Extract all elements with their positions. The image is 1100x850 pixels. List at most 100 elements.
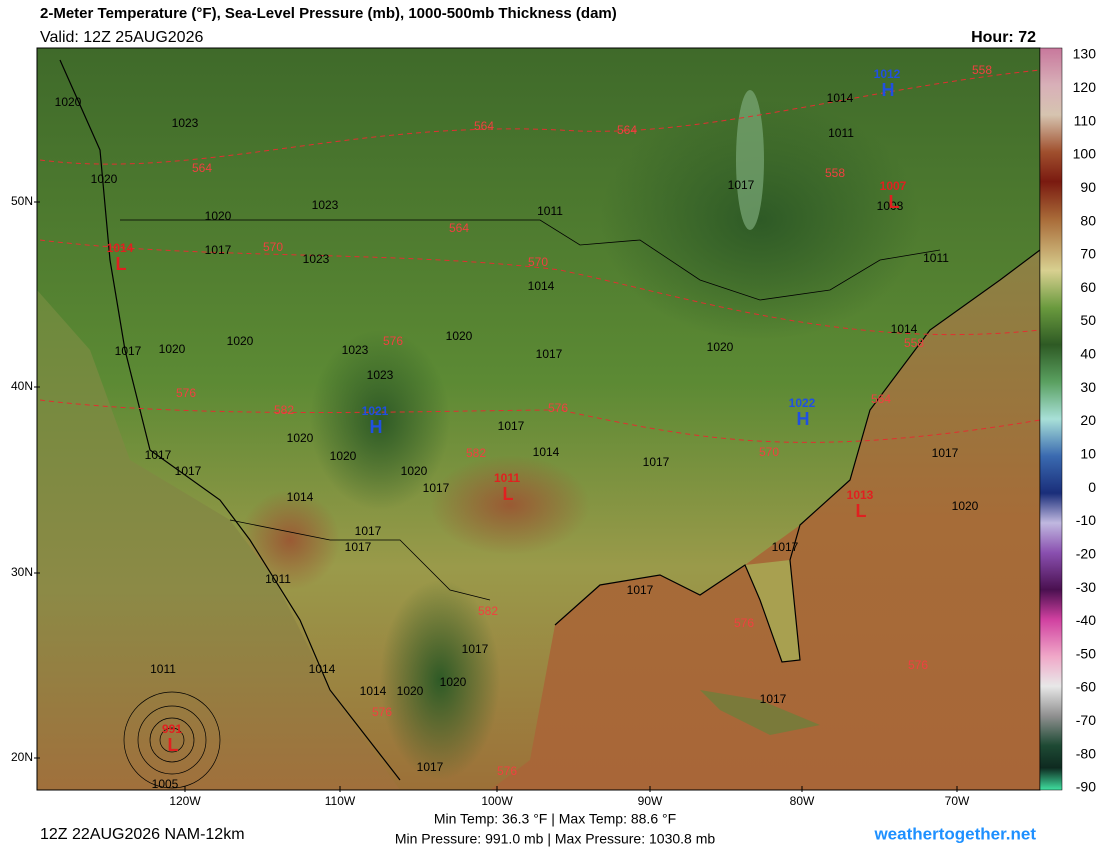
isobar-label: 1011 bbox=[150, 662, 176, 676]
colorbar-tick-label: 0 bbox=[1088, 479, 1096, 495]
florida bbox=[745, 560, 800, 662]
isobar-label: 1020 bbox=[91, 172, 118, 186]
colorbar-tick-label: 80 bbox=[1080, 212, 1096, 228]
model-run: 12Z 22AUG2026 NAM-12km bbox=[40, 826, 245, 843]
border bbox=[120, 219, 941, 301]
isobar-label: 1017 bbox=[462, 642, 489, 656]
thickness-label: 570 bbox=[263, 240, 283, 254]
isobar-label: 1020 bbox=[55, 95, 82, 109]
isobar-label: 1020 bbox=[397, 684, 424, 698]
site: weathertogether.net bbox=[873, 824, 1036, 843]
center-letter: H bbox=[882, 80, 895, 100]
isobar-label: 1020 bbox=[440, 675, 467, 689]
isobar-label: 1011 bbox=[828, 126, 854, 140]
isobar-label: 1017 bbox=[355, 524, 382, 538]
isobar bbox=[159, 727, 185, 753]
isobar-label: 1017 bbox=[932, 446, 959, 460]
isobar-label: 1020 bbox=[446, 329, 473, 343]
thickness-label: 582 bbox=[478, 604, 498, 618]
isobar-label: 1023 bbox=[367, 368, 394, 382]
colorbar-tick-label: -50 bbox=[1076, 645, 1096, 661]
terrain-shade bbox=[380, 580, 500, 780]
isobar-label: 1017 bbox=[417, 760, 444, 774]
isobar bbox=[149, 717, 195, 763]
terrain-shade bbox=[310, 330, 450, 510]
longitude-label: 80W bbox=[790, 794, 815, 808]
colorbar-tick-label: 100 bbox=[1073, 146, 1097, 162]
colorbar-tick-label: -70 bbox=[1076, 712, 1096, 728]
colorbar-tick-label: 70 bbox=[1080, 246, 1096, 262]
isobar-label: 1020 bbox=[287, 431, 314, 445]
thickness-label: 576 bbox=[383, 334, 403, 348]
isobar-label: 1014 bbox=[533, 445, 560, 459]
thickness-label: 582 bbox=[466, 446, 486, 460]
colorbar-tick-label: -30 bbox=[1076, 579, 1096, 595]
isobar-label: 1014 bbox=[891, 322, 918, 336]
isobar-label: 1023 bbox=[303, 252, 330, 266]
map: 1020 1023 1020 1020 1017 1023 1011 1023 1014 1020… bbox=[37, 48, 1040, 790]
isobar-label: 1011 bbox=[265, 572, 291, 586]
isobar-label: 1017 bbox=[423, 481, 450, 495]
isobar-label: 1014 bbox=[360, 684, 387, 698]
isobar-label: 1023 bbox=[312, 198, 339, 212]
colorbar-tick-label: -90 bbox=[1076, 779, 1096, 795]
latitude-label: 30N bbox=[11, 565, 33, 579]
valid-time: Valid: 12Z 25AUG2026 bbox=[40, 29, 203, 46]
center-letter: L bbox=[116, 254, 127, 274]
thickness-label: 570 bbox=[528, 255, 548, 269]
pressure-range: Min Pressure: 991.0 mb | Max Pressure: 1… bbox=[395, 831, 716, 847]
center-letter: H bbox=[370, 417, 383, 437]
longitude-label: 100W bbox=[481, 794, 513, 808]
colorbar-tick-label: 90 bbox=[1080, 179, 1096, 195]
isobar-label: 1014 bbox=[309, 662, 336, 676]
colorbar-tick-label: 50 bbox=[1080, 312, 1096, 328]
isobar-label: 1014 bbox=[287, 490, 314, 504]
thickness-label: 576 bbox=[908, 658, 928, 672]
isobar-label: 1017 bbox=[145, 448, 172, 462]
longitude-label: 110W bbox=[325, 794, 356, 808]
colorbar-tick-label: 30 bbox=[1080, 379, 1096, 395]
cool-patch bbox=[736, 90, 764, 230]
latitude-label: 20N bbox=[11, 750, 33, 764]
isobar-label: 1017 bbox=[772, 540, 799, 554]
axis-labels: 50N 40N 30N 20N 120W 110W 100W 90W 80W 70W 130 120 1… bbox=[11, 46, 1096, 808]
center-pressure: 1022 bbox=[789, 396, 816, 410]
colorbar-tick-label: -80 bbox=[1076, 745, 1096, 761]
map-labels: 1020 1023 1020 1020 1017 1023 1011 1023 1014 1020… bbox=[55, 63, 993, 790]
thickness-label: 576 bbox=[176, 386, 196, 400]
center-letter: H bbox=[797, 409, 810, 429]
isobar-label: 1017 bbox=[498, 419, 525, 433]
thickness-contour bbox=[39, 399, 1040, 443]
isobar-label: 1020 bbox=[205, 209, 232, 223]
latitude-label: 50N bbox=[11, 194, 33, 208]
center-letter: L bbox=[503, 484, 514, 504]
isobar-label: 1023 bbox=[172, 116, 199, 130]
isobar-label: 1017 bbox=[175, 464, 202, 478]
thickness-contour bbox=[39, 239, 1040, 336]
colorbar-tick-label: 110 bbox=[1074, 112, 1097, 128]
isobar-label: 1017 bbox=[536, 347, 563, 361]
center-pressure: 991 bbox=[162, 722, 182, 736]
isobar-label: 1020 bbox=[330, 449, 357, 463]
isobar-label: 1020 bbox=[227, 334, 254, 348]
atlantic-ocean bbox=[490, 250, 1040, 790]
hot-patch bbox=[430, 455, 590, 555]
thickness-label: 558 bbox=[825, 166, 845, 180]
thickness-label: 564 bbox=[449, 221, 469, 235]
colorbar-tick-label: 20 bbox=[1080, 412, 1096, 428]
thickness-label: 558 bbox=[972, 63, 992, 77]
thickness-label: 564 bbox=[192, 161, 212, 175]
isobar-label: 1023 bbox=[342, 343, 369, 357]
isobar-label: 1011 bbox=[923, 251, 949, 265]
coastline bbox=[59, 59, 1040, 781]
title: 2-Meter Temperature (°F), Sea-Level Pres… bbox=[40, 5, 617, 22]
thickness-label: 558 bbox=[904, 336, 924, 350]
isobar-label: 1017 bbox=[627, 583, 654, 597]
border bbox=[229, 519, 491, 601]
thickness-label: 576 bbox=[497, 764, 517, 778]
colorbar-tick-label: -60 bbox=[1076, 679, 1096, 695]
isobar-label: 1020 bbox=[952, 499, 979, 513]
temperature-range: Min Temp: 36.3 °F | Max Temp: 88.6 °F bbox=[434, 811, 676, 827]
colorbar-tick-label: 10 bbox=[1080, 446, 1096, 462]
